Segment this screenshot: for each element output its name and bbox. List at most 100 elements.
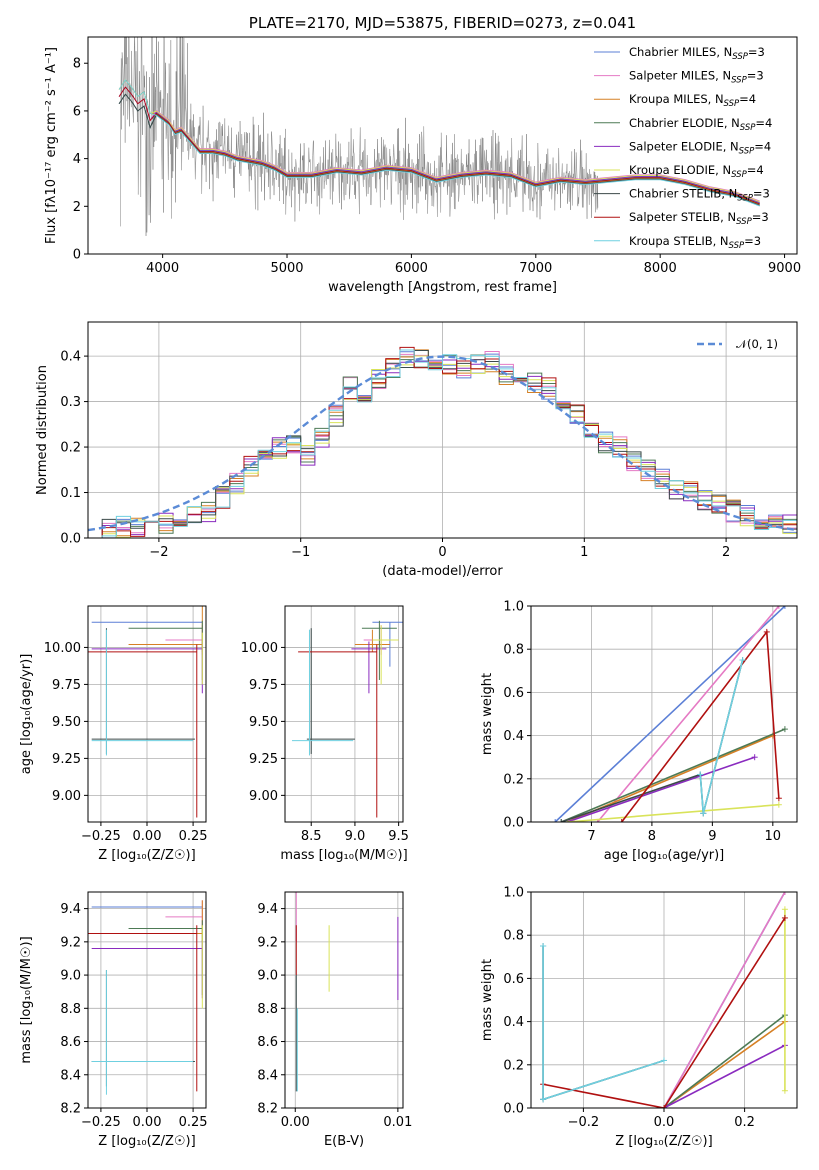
model-spectrum xyxy=(118,86,760,203)
y-tick-label: 9.25 xyxy=(249,752,278,767)
legend-label: Chabrier ELODIE, NSSP=4 xyxy=(629,116,772,133)
plot-area xyxy=(540,892,788,1108)
series-line xyxy=(663,892,786,1108)
series-line xyxy=(699,659,744,814)
y-tick-label: 0.4 xyxy=(503,1015,524,1030)
y-tick-label: 8.8 xyxy=(257,1002,278,1017)
y-tick-label: 0.2 xyxy=(503,772,524,787)
series-line xyxy=(567,803,779,822)
y-tick-label: 9.00 xyxy=(52,789,81,804)
y-tick-label: 9.0 xyxy=(60,969,81,984)
x-tick-label: −0.25 xyxy=(81,1115,121,1130)
x-tick-label: 9.5 xyxy=(388,829,409,844)
y-tick-label: 9.4 xyxy=(257,902,278,917)
x-tick-label: 0 xyxy=(438,545,446,560)
plot-area xyxy=(295,892,399,1092)
x-tick-label: 9.0 xyxy=(345,829,366,844)
y-axis-label: Normed distribution xyxy=(35,365,50,495)
x-tick-label: 1 xyxy=(580,545,588,560)
plot-area xyxy=(88,900,203,1095)
x-axis-label: (data-model)/error xyxy=(382,564,503,579)
x-tick-label: 6000 xyxy=(395,261,428,276)
legend-label: Kroupa MILES, NSSP=4 xyxy=(629,92,756,109)
legend-label: Salpeter STELIB, NSSP=3 xyxy=(629,210,769,227)
x-tick-label: −2 xyxy=(149,545,168,560)
chart-spectrum: 4000 5000 6000 7000 8000 9000 0 2 4 6 8 wavelength … xyxy=(44,14,801,295)
series-line xyxy=(596,606,780,822)
x-tick-label: 7000 xyxy=(519,261,552,276)
x-tick-label: −0.25 xyxy=(81,829,121,844)
y-tick-label: 9.75 xyxy=(52,678,81,693)
model-spectrum xyxy=(118,86,760,205)
y-tick-label: 0.2 xyxy=(503,1058,524,1073)
chart-residual-histogram: −2 −1 0 1 2 0.0 0.1 0.2 0.3 0.4 (data-model)/error… xyxy=(35,321,798,579)
chart-mass-vs-EBV: 0.00 0.01 8.2 8.4 8.6 8.8 9.0 9.2 9.4 E(B-V) xyxy=(257,891,412,1149)
series-line xyxy=(663,1020,786,1108)
y-tick-label: 0.3 xyxy=(60,395,81,410)
y-axis-label: age [log₁₀(age/yr)] xyxy=(19,654,34,775)
histogram-step xyxy=(88,346,797,538)
y-axis-label: mass weight xyxy=(480,673,495,755)
chart-massweight-vs-Z: −0.2 0.0 0.2 0.0 0.2 0.4 0.6 0.8 1.0 Z [log₁₀(Z/Z… xyxy=(480,886,798,1149)
y-tick-label: 9.4 xyxy=(60,902,81,917)
model-spectrum xyxy=(118,86,760,202)
series-line xyxy=(567,756,755,822)
y-tick-label: 0.4 xyxy=(60,350,81,365)
y-axis-label: mass [log₁₀(M/M☉)] xyxy=(19,936,34,1063)
x-tick-label: 0.00 xyxy=(281,1115,310,1130)
legend-label: Chabrier MILES, NSSP=3 xyxy=(629,45,765,62)
x-tick-label: 0.00 xyxy=(133,1115,162,1130)
x-axis-label: Z [log₁₀(Z/Z☉)] xyxy=(98,848,195,863)
y-tick-label: 0.2 xyxy=(60,441,81,456)
y-tick-label: 6 xyxy=(73,104,81,119)
axes-frame xyxy=(87,36,798,255)
chart-title: PLATE=2170, MJD=53875, FIBERID=0273, z=0… xyxy=(249,14,636,32)
series-line xyxy=(542,946,665,1101)
x-tick-label: −1 xyxy=(291,545,310,560)
axes-frame xyxy=(284,605,404,823)
legend-label: Chabrier STELIB, NSSP=3 xyxy=(629,187,770,204)
y-tick-label: 9.25 xyxy=(52,752,81,767)
observed-spectrum xyxy=(120,37,599,236)
x-tick-label: 5000 xyxy=(270,261,303,276)
x-tick-label: 9000 xyxy=(768,261,801,276)
y-tick-label: 10.00 xyxy=(44,641,81,656)
plot-area xyxy=(552,606,788,822)
plot-area xyxy=(88,606,203,818)
x-tick-label: −0.2 xyxy=(568,1115,600,1130)
chart-massweight-vs-age: 7 8 9 10 0.0 0.2 0.4 0.6 0.8 1.0 age [log₁₀(age/yr… xyxy=(480,600,798,863)
chart-age-vs-mass: 8.5 9.0 9.5 9.00 9.25 9.50 9.75 10.00 mass [log₁… xyxy=(241,605,409,863)
x-axis-label: wavelength [Angstrom, rest frame] xyxy=(328,280,557,295)
x-tick-label: 8 xyxy=(648,829,656,844)
y-tick-label: 1.0 xyxy=(503,600,524,615)
y-tick-label: 0.0 xyxy=(503,1102,524,1117)
y-tick-label: 0.8 xyxy=(503,643,524,658)
x-tick-label: 9 xyxy=(708,829,716,844)
x-tick-label: 10 xyxy=(765,829,782,844)
series-line xyxy=(542,946,665,1101)
x-axis-label: E(B-V) xyxy=(324,1134,364,1149)
model-spectrum xyxy=(118,79,760,207)
series-line xyxy=(542,917,786,1108)
x-tick-label: 0.00 xyxy=(133,829,162,844)
y-tick-label: 0.4 xyxy=(503,729,524,744)
y-tick-label: 8.2 xyxy=(257,1102,278,1117)
x-tick-label: 7 xyxy=(587,829,595,844)
axes-frame xyxy=(530,605,798,823)
chart-mass-vs-Z: −0.25 0.00 0.25 8.2 8.4 8.6 8.8 9.0 9.2 9.4 Z [log… xyxy=(19,891,208,1149)
y-tick-label: 8.6 xyxy=(60,1035,81,1050)
legend-label: Kroupa ELODIE, NSSP=4 xyxy=(629,163,764,180)
x-axis-label: Z [log₁₀(Z/Z☉)] xyxy=(98,1134,195,1149)
y-tick-label: 9.2 xyxy=(257,935,278,950)
chart-age-vs-Z: −0.25 0.00 0.25 9.00 9.25 9.50 9.75 10.00 Z [log… xyxy=(19,605,208,863)
x-tick-label: 4000 xyxy=(146,261,179,276)
x-axis-label: Z [log₁₀(Z/Z☉)] xyxy=(615,1134,712,1149)
legend-label: Salpeter ELODIE, NSSP=4 xyxy=(629,139,771,156)
x-tick-label: 0.0 xyxy=(654,1115,675,1130)
y-tick-label: 8.4 xyxy=(257,1068,278,1083)
histogram-step xyxy=(88,349,797,538)
y-tick-label: 4 xyxy=(73,152,81,167)
y-tick-label: 1.0 xyxy=(503,886,524,901)
y-tick-label: 0.8 xyxy=(503,929,524,944)
